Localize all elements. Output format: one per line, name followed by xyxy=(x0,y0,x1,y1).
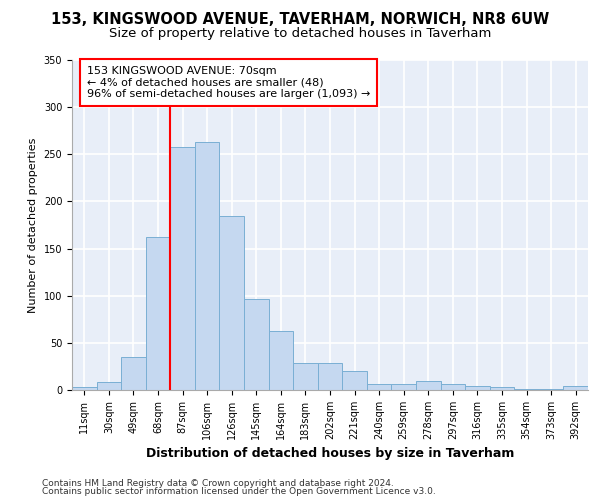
Bar xyxy=(269,330,293,390)
Bar xyxy=(514,389,539,390)
Text: Size of property relative to detached houses in Taverham: Size of property relative to detached ho… xyxy=(109,28,491,40)
Bar xyxy=(244,300,269,390)
Bar xyxy=(465,386,490,390)
Bar xyxy=(490,387,514,390)
Bar xyxy=(121,357,146,390)
Text: Contains public sector information licensed under the Open Government Licence v3: Contains public sector information licen… xyxy=(42,487,436,496)
Bar xyxy=(195,142,220,390)
Bar xyxy=(293,362,318,390)
Bar xyxy=(563,386,588,390)
Bar xyxy=(146,238,170,390)
Bar xyxy=(440,384,465,390)
Text: 153 KINGSWOOD AVENUE: 70sqm
← 4% of detached houses are smaller (48)
96% of semi: 153 KINGSWOOD AVENUE: 70sqm ← 4% of deta… xyxy=(87,66,370,99)
Bar xyxy=(342,371,367,390)
X-axis label: Distribution of detached houses by size in Taverham: Distribution of detached houses by size … xyxy=(146,448,514,460)
Bar xyxy=(97,382,121,390)
Bar xyxy=(318,362,342,390)
Bar xyxy=(72,387,97,390)
Text: 153, KINGSWOOD AVENUE, TAVERHAM, NORWICH, NR8 6UW: 153, KINGSWOOD AVENUE, TAVERHAM, NORWICH… xyxy=(51,12,549,28)
Bar xyxy=(416,380,440,390)
Y-axis label: Number of detached properties: Number of detached properties xyxy=(28,138,38,312)
Bar xyxy=(391,384,416,390)
Text: Contains HM Land Registry data © Crown copyright and database right 2024.: Contains HM Land Registry data © Crown c… xyxy=(42,478,394,488)
Bar xyxy=(220,216,244,390)
Bar xyxy=(367,384,391,390)
Bar xyxy=(539,389,563,390)
Bar xyxy=(170,146,195,390)
